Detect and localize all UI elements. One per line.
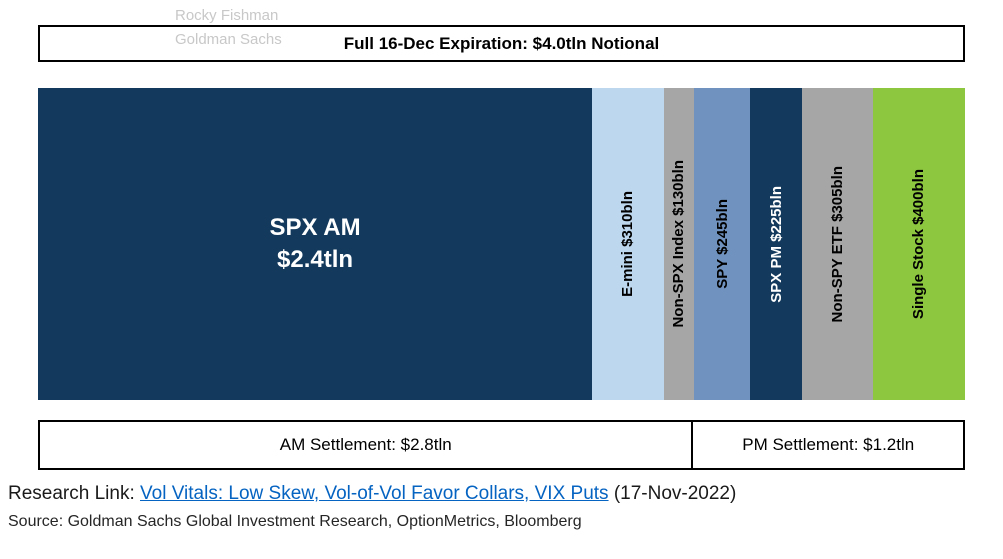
bar-segment-non-spx-index: Non-SPX Index $130bln: [663, 88, 694, 400]
source-line: Source: Goldman Sachs Global Investment …: [8, 513, 582, 530]
bar-segment-label-spx-am: SPX AM $2.4tln: [269, 213, 361, 273]
bar-segment-spy: SPY $245bln: [693, 88, 751, 400]
bar-segment-label-single-stock: Single Stock $400bln: [910, 168, 928, 320]
bar-segment-label-non-spy-etf: Non-SPY ETF $305bln: [828, 165, 846, 323]
settlement-bracket-label-pm: PM Settlement: $1.2tln: [742, 435, 915, 454]
bar-segment-label-spy: SPY $245bln: [713, 199, 731, 289]
chart-title: Full 16-Dec Expiration: $4.0tln Notional: [343, 33, 660, 53]
bar-segment-label-non-spx-index: Non-SPX Index $130bln: [670, 160, 688, 328]
research-link-date: (17-Nov-2022): [608, 483, 737, 504]
settlement-bracket-label-am: AM Settlement: $2.8tln: [279, 435, 452, 454]
research-link-prefix: Research Link:: [8, 483, 141, 504]
settlement-bracket-pm: PM Settlement: $1.2tln: [691, 422, 963, 468]
chart-title-box: Full 16-Dec Expiration: $4.0tln Notional: [38, 25, 965, 62]
bar-segment-e-mini: E-mini $310bln: [592, 88, 664, 400]
bar-segment-label-e-mini: E-mini $310bln: [619, 191, 637, 297]
watermark: Rocky Fishman Goldman Sachs: [175, 4, 282, 52]
watermark-line-1: Rocky Fishman: [175, 7, 279, 24]
bar-segment-label-spx-pm: SPX PM $225bln: [767, 185, 785, 303]
research-line: Research Link: Vol Vitals: Low Skew, Vol…: [8, 483, 736, 505]
bar-segment-spx-am: SPX AM $2.4tln: [38, 88, 593, 400]
stacked-bar: SPX AM $2.4tln E-mini $310bln Non-SPX Inde…: [38, 88, 966, 400]
bar-segment-non-spy-etf: Non-SPY ETF $305bln: [802, 88, 873, 400]
research-link[interactable]: Vol Vitals: Low Skew, Vol-of-Vol Favor C…: [140, 483, 609, 504]
settlement-bracket-am: AM Settlement: $2.8tln: [40, 422, 691, 468]
bar-segment-single-stock: Single Stock $400bln: [872, 88, 966, 400]
settlement-brackets: AM Settlement: $2.8tln PM Settlement: $1.…: [38, 420, 965, 470]
watermark-line-2: Goldman Sachs: [175, 31, 282, 48]
bar-segment-spx-pm: SPX PM $225bln: [750, 88, 803, 400]
